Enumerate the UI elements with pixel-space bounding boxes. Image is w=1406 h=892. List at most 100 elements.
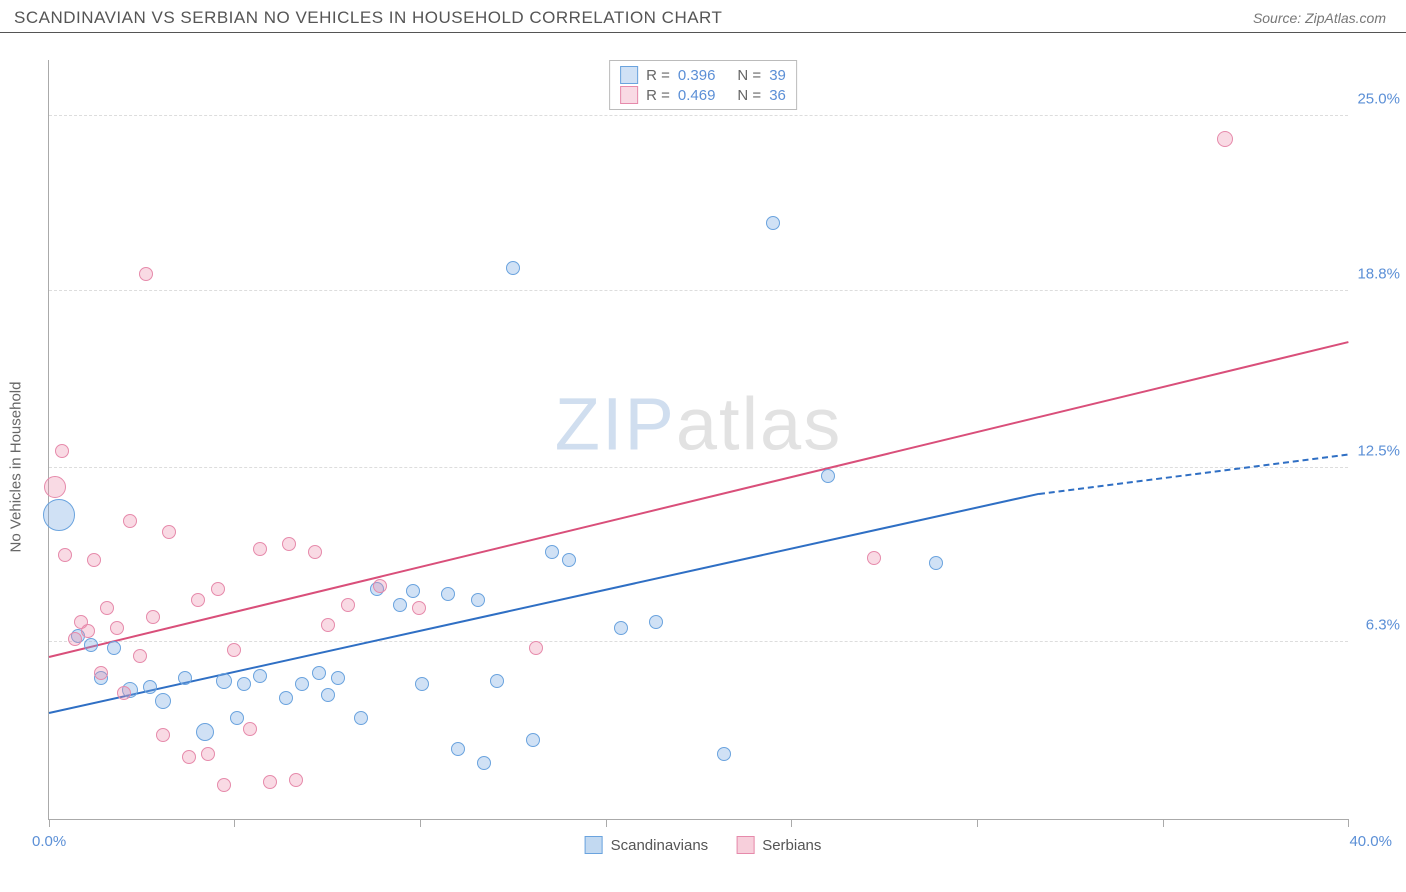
x-tick [234,819,235,827]
scatter-point [649,615,663,629]
legend-corr-row: R = 0.469N = 36 [620,85,786,105]
scatter-point [123,514,137,528]
scatter-point [766,216,780,230]
y-axis-label: No Vehicles in Household [8,382,25,553]
scatter-point [191,593,205,607]
scatter-point [58,548,72,562]
scatter-point [211,582,225,596]
x-tick [1348,819,1349,827]
legend-swatch [736,836,754,854]
legend-r-value: 0.396 [678,67,716,84]
scatter-point [341,598,355,612]
x-tick [791,819,792,827]
scatter-point [406,584,420,598]
legend-n-value: 36 [769,87,786,104]
x-tick [49,819,50,827]
scatter-point [178,671,192,685]
chart-title: SCANDINAVIAN VS SERBIAN NO VEHICLES IN H… [14,8,722,28]
scatter-point [143,680,157,694]
scatter-point [490,674,504,688]
chart-header: SCANDINAVIAN VS SERBIAN NO VEHICLES IN H… [0,0,1406,33]
scatter-point [201,747,215,761]
y-tick-label: 25.0% [1357,91,1400,108]
scatter-point [107,641,121,655]
legend-swatch [585,836,603,854]
correlation-legend: R = 0.396 N = 39R = 0.469N = 36 [609,60,797,110]
scatter-point [243,722,257,736]
x-axis-max: 40.0% [1349,833,1392,850]
gridline [49,467,1348,468]
scatter-point [139,267,153,281]
legend-series-label: Serbians [762,837,821,854]
scatter-point [55,444,69,458]
scatter-point [331,671,345,685]
scatter-point [321,688,335,702]
scatter-point [182,750,196,764]
scatter-point [155,693,171,709]
scatter-point [227,643,241,657]
plot-region: ZIPatlas 6.3%12.5%18.8%25.0% [48,60,1348,820]
scatter-point [545,545,559,559]
scatter-point [373,579,387,593]
scatter-point [562,553,576,567]
scatter-point [84,638,98,652]
scatter-point [295,677,309,691]
scatter-point [415,677,429,691]
scatter-point [196,723,214,741]
scatter-point [614,621,628,635]
scatter-point [354,711,368,725]
gridline [49,641,1348,642]
scatter-point [162,525,176,539]
x-tick [977,819,978,827]
trend-line [49,341,1348,658]
scatter-point [279,691,293,705]
chart-area: No Vehicles in Household ZIPatlas 6.3%12… [0,42,1406,892]
scatter-point [253,669,267,683]
scatter-point [68,632,82,646]
scatter-point [156,728,170,742]
scatter-point [412,601,426,615]
scatter-point [237,677,251,691]
scatter-point [471,593,485,607]
legend-series-item: Scandinavians [585,836,709,854]
scatter-point [441,587,455,601]
y-tick-label: 18.8% [1357,265,1400,282]
legend-series-item: Serbians [736,836,821,854]
scatter-point [230,711,244,725]
legend-series-label: Scandinavians [611,837,709,854]
legend-swatch [620,86,638,104]
legend-n-label: N = [737,67,761,84]
scatter-point [217,778,231,792]
scatter-point [289,773,303,787]
scatter-point [216,673,232,689]
scatter-point [529,641,543,655]
watermark: ZIPatlas [555,382,842,467]
scatter-point [87,553,101,567]
legend-swatch [620,66,638,84]
scatter-point [1217,131,1233,147]
x-axis-min: 0.0% [32,833,66,850]
gridline [49,115,1348,116]
scatter-point [821,469,835,483]
scatter-point [94,666,108,680]
scatter-point [308,545,322,559]
scatter-point [506,261,520,275]
scatter-point [867,551,881,565]
scatter-point [43,499,75,531]
trend-line-extrapolated [1039,454,1348,495]
legend-r-value: 0.469 [678,87,716,104]
legend-n-value: 39 [769,67,786,84]
x-tick [606,819,607,827]
legend-corr-row: R = 0.396 N = 39 [620,65,786,85]
scatter-point [81,624,95,638]
scatter-point [100,601,114,615]
scatter-point [321,618,335,632]
x-tick [1163,819,1164,827]
legend-r-label: R = [646,67,670,84]
scatter-point [929,556,943,570]
y-tick-label: 6.3% [1366,616,1400,633]
y-tick-label: 12.5% [1357,442,1400,459]
scatter-point [44,476,66,498]
scatter-point [146,610,160,624]
scatter-point [117,686,131,700]
